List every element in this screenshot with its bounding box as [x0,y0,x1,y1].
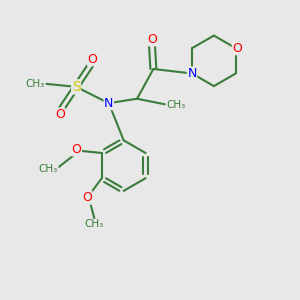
Text: O: O [72,143,82,156]
Text: CH₃: CH₃ [26,79,45,89]
Text: CH₃: CH₃ [85,219,104,229]
Text: O: O [147,33,157,46]
Text: CH₃: CH₃ [166,100,185,110]
Text: O: O [82,191,92,204]
Text: S: S [72,80,80,94]
Text: O: O [55,108,65,121]
Text: O: O [88,53,98,66]
Text: N: N [187,67,197,80]
Text: O: O [232,42,242,55]
Text: CH₃: CH₃ [39,164,58,174]
Text: N: N [104,97,113,110]
